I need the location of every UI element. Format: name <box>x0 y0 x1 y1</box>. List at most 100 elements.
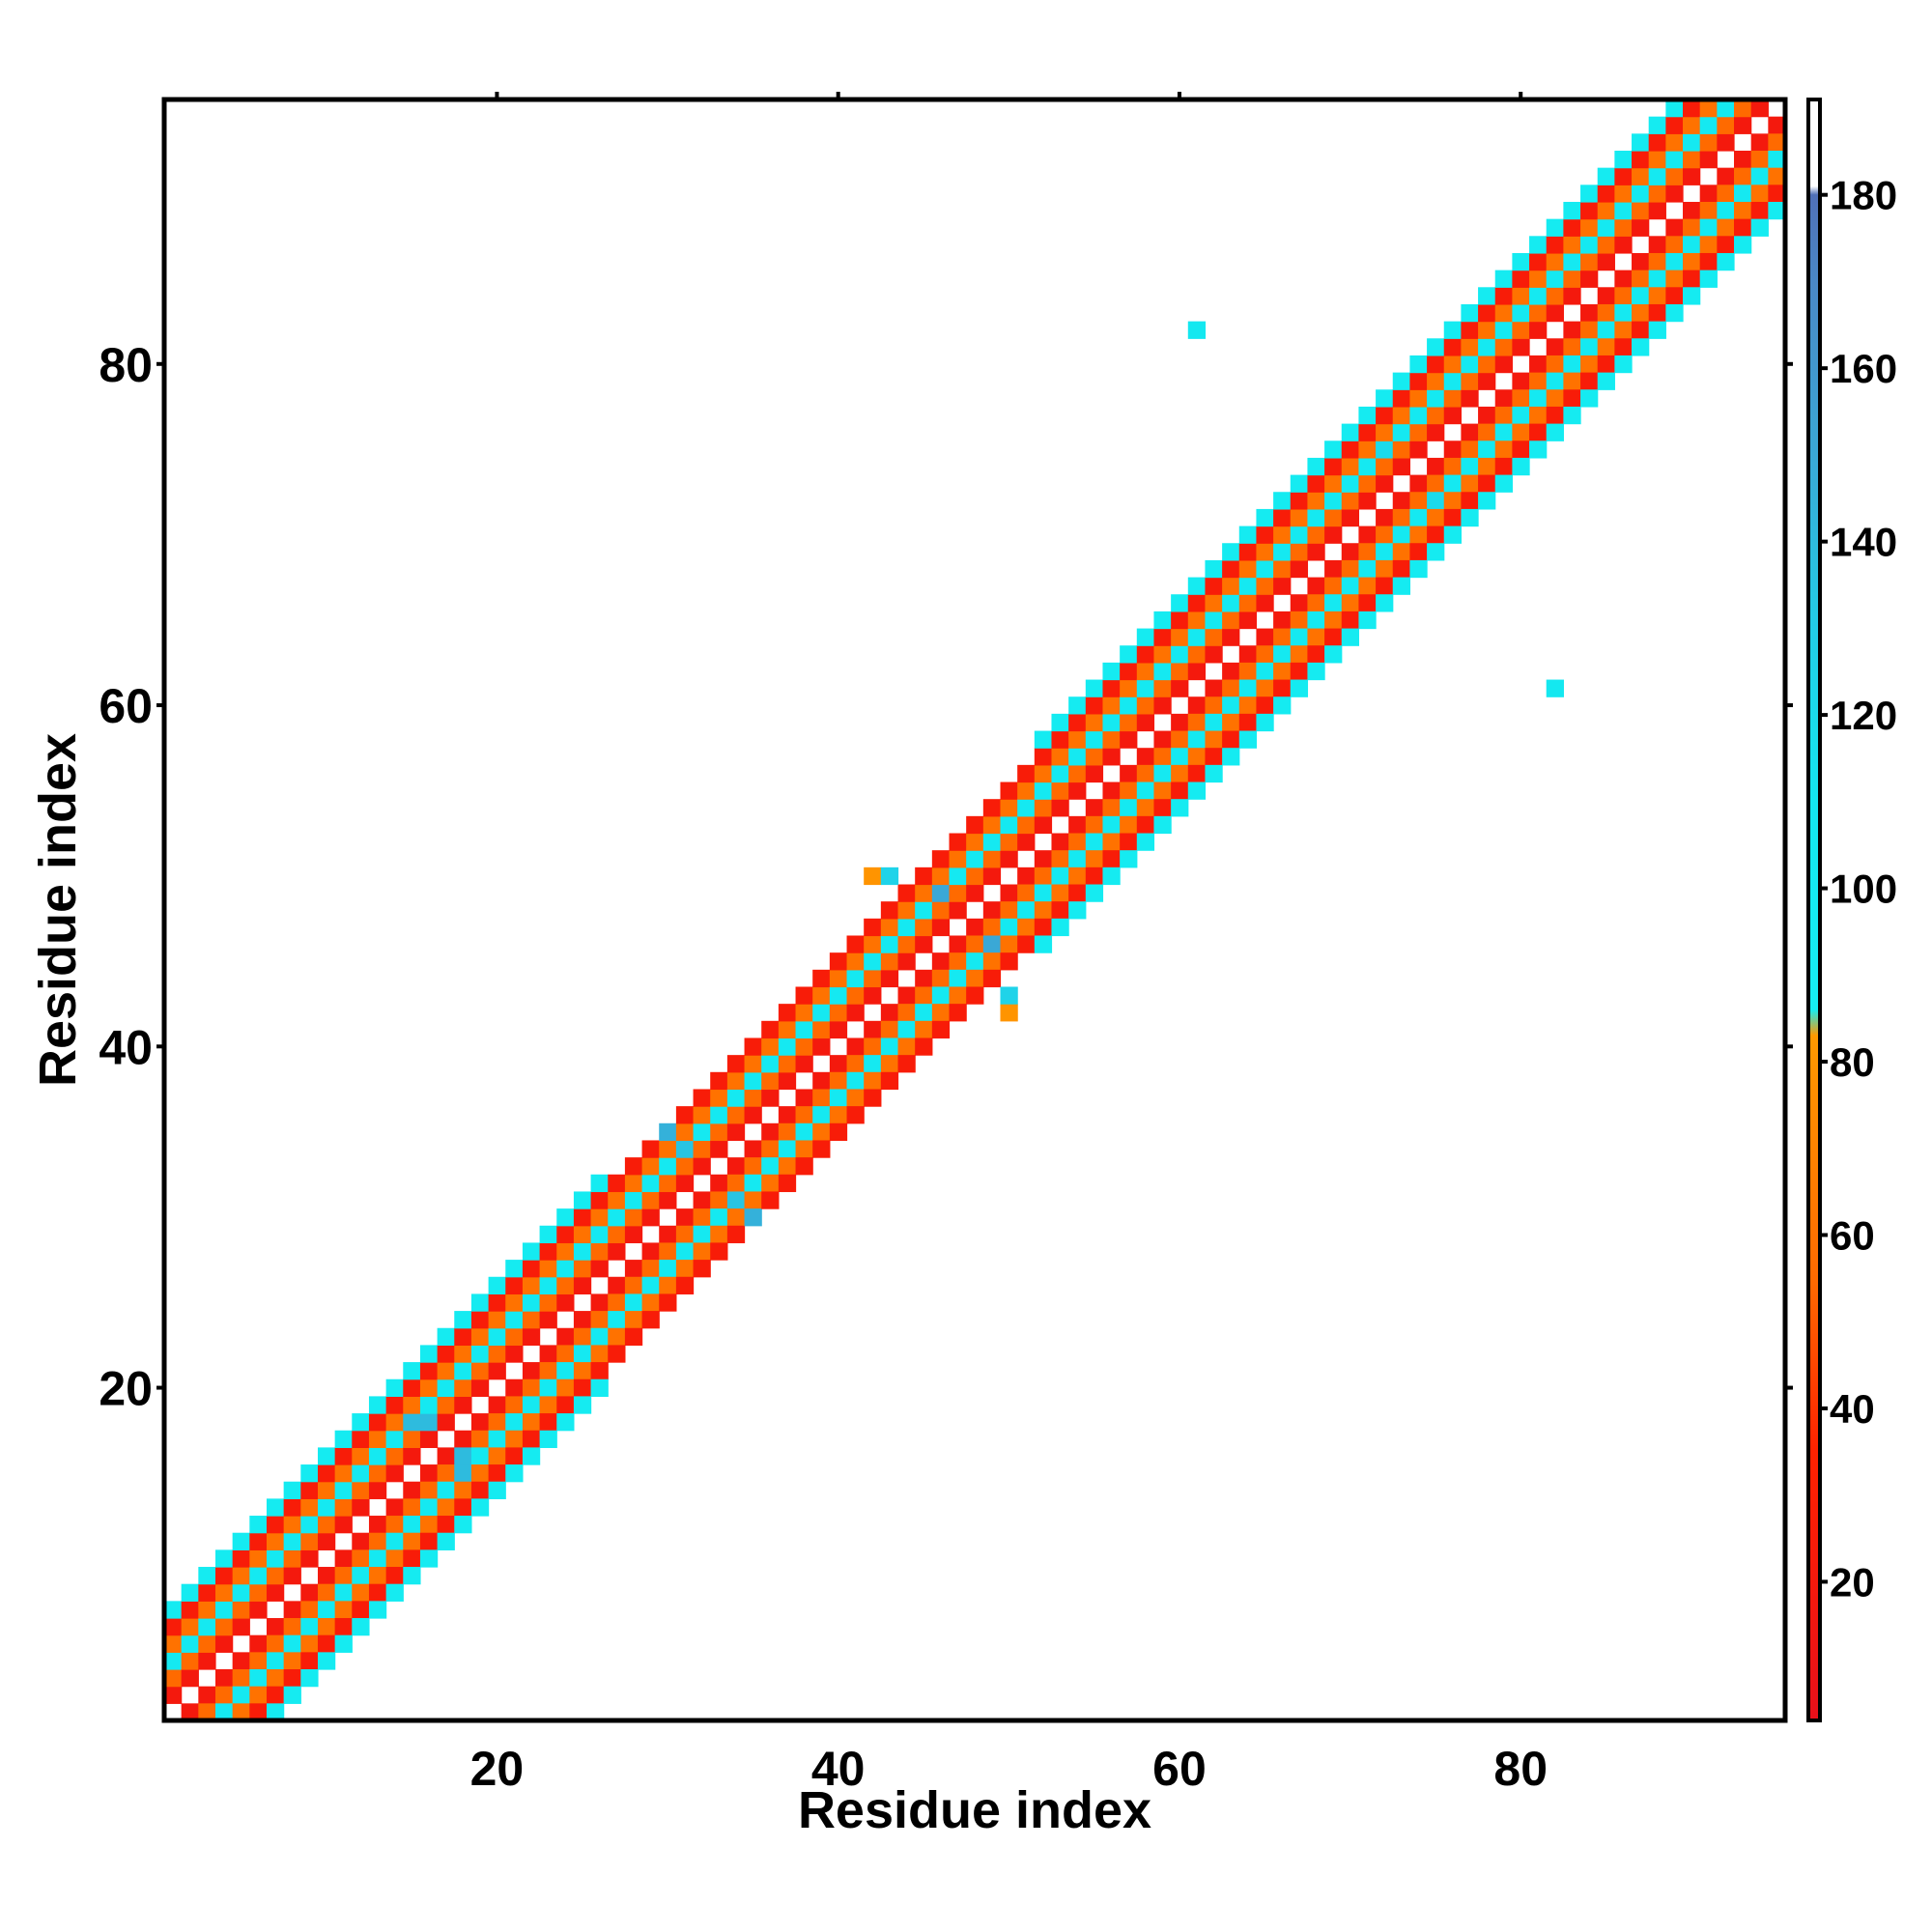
heatmap-cell <box>915 935 933 953</box>
heatmap-cell <box>1632 270 1650 288</box>
heatmap-cell <box>1290 508 1309 527</box>
heatmap-cell <box>1648 150 1666 169</box>
heatmap-cell <box>505 1378 524 1397</box>
heatmap-cell <box>470 1378 490 1397</box>
heatmap-cell <box>1085 730 1104 749</box>
heatmap-cell <box>1597 167 1615 185</box>
heatmap-cell <box>1614 270 1633 288</box>
heatmap-cell <box>931 1020 951 1039</box>
heatmap-cell <box>334 1464 353 1483</box>
heatmap-cell <box>317 1618 336 1636</box>
heatmap-cell <box>1358 526 1377 544</box>
heatmap-cell <box>675 1174 695 1193</box>
heatmap-cell <box>1290 474 1309 493</box>
heatmap-cell <box>1512 321 1530 339</box>
heatmap-cell <box>539 1311 557 1329</box>
heatmap-cell <box>949 833 967 851</box>
heatmap-cell <box>1734 99 1752 118</box>
heatmap-cell <box>1120 850 1138 868</box>
heatmap-cell <box>1034 730 1053 749</box>
heatmap-cell <box>966 815 984 835</box>
heatmap-cell <box>198 1601 216 1619</box>
heatmap-cell <box>1187 577 1207 595</box>
heatmap-cell <box>1256 713 1274 732</box>
heatmap-cell <box>454 1362 472 1380</box>
heatmap-cell <box>1648 270 1666 288</box>
heatmap-cell <box>1580 252 1599 271</box>
heatmap-cell <box>1597 355 1615 374</box>
heatmap-cell <box>1136 679 1155 697</box>
heatmap-cell <box>1597 185 1615 203</box>
heatmap-cell <box>454 1447 472 1465</box>
heatmap-cell <box>915 918 933 937</box>
heatmap-cell <box>573 1345 592 1363</box>
heatmap-cell <box>266 1567 285 1585</box>
heatmap-cell <box>300 1618 319 1636</box>
heatmap-cell <box>1529 321 1548 339</box>
heatmap-cell <box>761 1055 780 1073</box>
heatmap-cell <box>1187 321 1207 339</box>
heatmap-cell <box>488 1396 506 1414</box>
heatmap-cell <box>1699 150 1718 169</box>
heatmap-cell <box>1665 150 1684 169</box>
heatmap-cell <box>1068 696 1087 715</box>
heatmap-cell <box>608 1242 626 1261</box>
heatmap-cell <box>1290 645 1309 664</box>
heatmap-cell <box>164 1652 183 1670</box>
heatmap-cell <box>641 1293 660 1312</box>
heatmap-cell <box>812 1140 831 1158</box>
heatmap-cell <box>437 1327 455 1347</box>
heatmap-cell <box>1017 799 1036 817</box>
heatmap-cell <box>897 884 916 902</box>
heatmap-cell <box>1648 116 1666 134</box>
heatmap-cell <box>1102 867 1121 886</box>
heatmap-cell <box>1632 201 1650 220</box>
heatmap-cell <box>556 1327 575 1347</box>
heatmap-cell <box>1034 884 1053 902</box>
heatmap-cell <box>744 1208 762 1227</box>
heatmap-cell <box>1120 781 1138 800</box>
heatmap-cell <box>1153 730 1172 749</box>
heatmap-cell <box>1273 526 1292 544</box>
heatmap-cell <box>1051 713 1069 732</box>
heatmap-cell <box>864 1089 882 1107</box>
heatmap-cell <box>214 1703 234 1721</box>
heatmap-cell <box>181 1634 199 1653</box>
heatmap-cell <box>419 1532 439 1550</box>
heatmap-cell <box>982 969 1002 988</box>
heatmap-cell <box>1324 577 1343 595</box>
heatmap-cell <box>1238 696 1258 715</box>
heatmap-cell <box>573 1260 592 1278</box>
heatmap-cell <box>454 1396 472 1414</box>
heatmap-cell <box>795 1157 813 1176</box>
heatmap-cell <box>795 1037 813 1056</box>
heatmap-cell <box>846 1071 865 1091</box>
heatmap-cell <box>982 815 1002 835</box>
heatmap-cell <box>1102 679 1121 697</box>
heatmap-cell <box>1376 423 1394 441</box>
heatmap-cell <box>232 1652 250 1670</box>
heatmap-cell <box>249 1549 268 1568</box>
heatmap-cell <box>966 952 984 971</box>
heatmap-cell <box>1409 355 1428 374</box>
heatmap-cell <box>829 986 848 1005</box>
heatmap-cell <box>385 1464 404 1483</box>
heatmap-cell <box>1563 406 1581 425</box>
heatmap-cell <box>1392 577 1411 595</box>
heatmap-cell <box>573 1327 592 1347</box>
heatmap-cell <box>693 1106 711 1124</box>
heatmap-cell <box>864 1055 882 1073</box>
heatmap-cell <box>214 1634 234 1653</box>
heatmap-cell <box>556 1293 575 1312</box>
heatmap-cell <box>437 1378 455 1397</box>
heatmap-cell <box>949 867 967 886</box>
heatmap-cell <box>419 1498 439 1517</box>
heatmap-cell <box>641 1140 660 1158</box>
heatmap-cell <box>897 1020 916 1039</box>
heatmap-cell <box>1461 492 1479 510</box>
heatmap-cell <box>368 1396 387 1414</box>
heatmap-cell <box>1478 287 1496 305</box>
heatmap-cell <box>164 1634 183 1653</box>
heatmap-cell <box>352 1447 370 1465</box>
heatmap-cell <box>1153 696 1172 715</box>
